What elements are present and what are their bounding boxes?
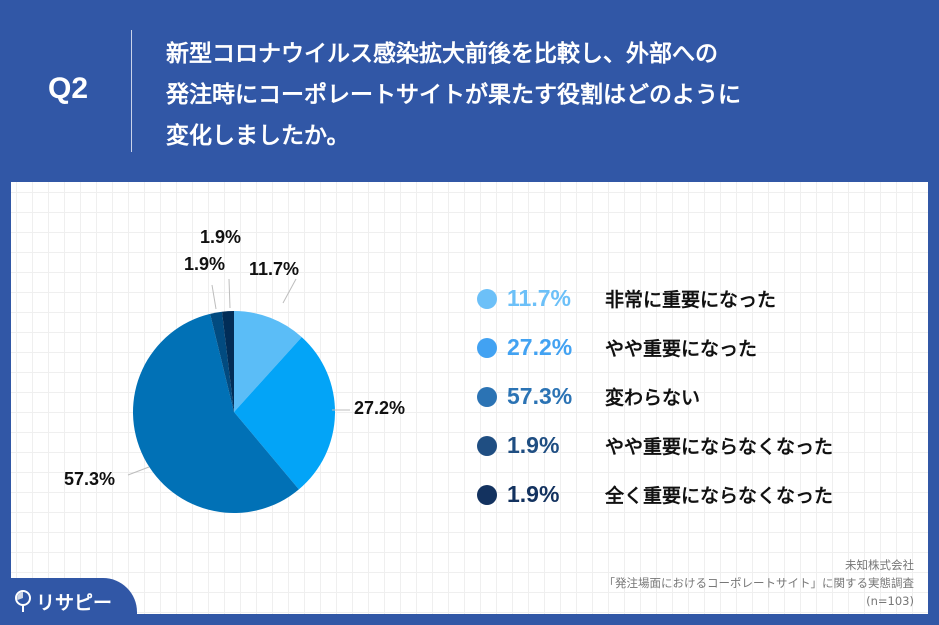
legend-percent: 57.3%	[507, 383, 573, 409]
pie-label-somewhat-important: 27.2%	[354, 398, 406, 418]
pie-slices	[133, 311, 335, 513]
legend-item: 1.9% 全く重要にならなくなった	[477, 470, 833, 519]
title-line: 新型コロナウイルス感染拡大前後を比較し、外部への	[166, 41, 718, 67]
pie-label-not-important-at-all: 1.9%	[200, 227, 242, 247]
chart-card: 11.7% 27.2% 57.3% 1.9% 1.9% 11.7% 非常に重要に…	[11, 182, 928, 614]
legend-percent: 1.9%	[507, 481, 560, 507]
pie-svg	[127, 278, 350, 513]
logo-tab	[0, 578, 137, 625]
title-line: 発注時にコーポレートサイトが果たす役割はどのように	[166, 82, 741, 108]
legend-item: 1.9% やや重要にならなくなった	[477, 421, 833, 470]
legend-dot-icon	[477, 288, 497, 309]
source-sample-size: (n=103)	[866, 594, 914, 608]
legend-item: 27.2% やや重要になった	[477, 323, 833, 372]
pie-slice	[210, 311, 234, 412]
legend-item: 57.3% 変わらない	[477, 372, 833, 421]
pie-label-very-important: 11.7%	[249, 259, 300, 279]
pie-slice	[234, 311, 302, 412]
legend-label: 全く重要にならなくなった	[605, 485, 834, 507]
source-company: 未知株式会社	[845, 558, 914, 572]
source-survey: 「発注場面におけるコーポレートサイト」に関する実態調査	[603, 576, 915, 590]
pie-slice	[234, 337, 335, 490]
legend-percent: 27.2%	[507, 334, 573, 360]
chart-legend: 11.7% 非常に重要になった 27.2% やや重要になった 57.3% 変わら…	[477, 274, 833, 519]
pie-label-no-change: 57.3%	[64, 469, 116, 489]
location-pin-icon	[15, 589, 31, 612]
question-number: Q2	[48, 72, 89, 105]
pie-label-somewhat-less-important: 1.9%	[184, 254, 226, 274]
header-divider	[131, 30, 132, 152]
legend-dot-icon	[477, 484, 497, 505]
question-title: 新型コロナウイルス感染拡大前後を比較し、外部への 発注時にコーポレートサイトが果…	[166, 34, 886, 157]
legend-item: 11.7% 非常に重要になった	[477, 274, 833, 323]
logo-text: リサピー	[36, 592, 113, 614]
legend-dot-icon	[477, 337, 497, 358]
legend-label: 変わらない	[605, 387, 701, 409]
source-note: 未知株式会社 「発注場面におけるコーポレートサイト」に関する実態調査 (n=10…	[604, 556, 915, 610]
legend-label: やや重要になった	[605, 338, 758, 360]
pie-slice	[221, 311, 234, 412]
question-header: Q2 新型コロナウイルス感染拡大前後を比較し、外部への 発注時にコーポレートサイ…	[0, 0, 939, 182]
pie-chart: 11.7% 27.2% 57.3% 1.9% 1.9%	[11, 182, 471, 614]
legend-dot-icon	[477, 435, 497, 456]
legend-label: 非常に重要になった	[605, 289, 777, 311]
legend-percent: 11.7%	[507, 285, 571, 311]
leader-lines	[127, 278, 350, 476]
legend-percent: 1.9%	[507, 432, 560, 458]
legend-dot-icon	[477, 386, 497, 407]
legend-label: やや重要にならなくなった	[605, 436, 834, 458]
brand-logo: リサピー	[14, 588, 112, 615]
pie-slice	[133, 313, 299, 513]
title-line: 変化しましたか。	[166, 123, 350, 149]
